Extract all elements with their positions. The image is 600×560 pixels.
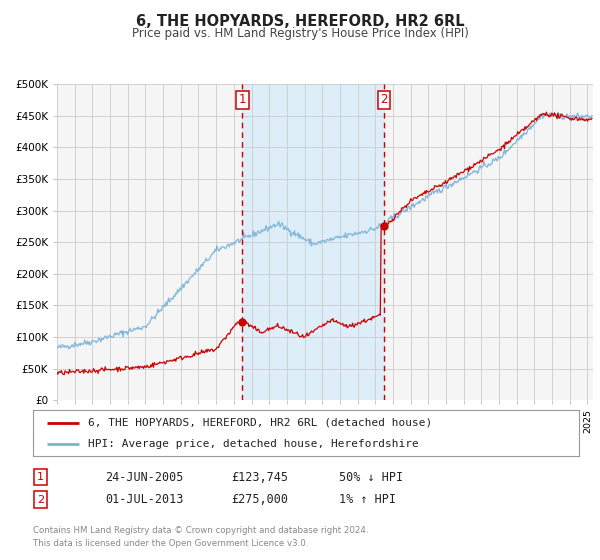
Text: This data is licensed under the Open Government Licence v3.0.: This data is licensed under the Open Gov… xyxy=(33,539,308,548)
Text: 50% ↓ HPI: 50% ↓ HPI xyxy=(339,470,403,484)
Text: 01-JUL-2013: 01-JUL-2013 xyxy=(105,493,184,506)
Bar xyxy=(242,84,384,400)
Text: Contains HM Land Registry data © Crown copyright and database right 2024.: Contains HM Land Registry data © Crown c… xyxy=(33,526,368,535)
Text: 24-JUN-2005: 24-JUN-2005 xyxy=(105,470,184,484)
Text: 6, THE HOPYARDS, HEREFORD, HR2 6RL: 6, THE HOPYARDS, HEREFORD, HR2 6RL xyxy=(136,14,464,29)
Text: £123,745: £123,745 xyxy=(231,470,288,484)
Text: 2: 2 xyxy=(37,494,44,505)
Text: 2: 2 xyxy=(380,94,388,106)
Text: HPI: Average price, detached house, Herefordshire: HPI: Average price, detached house, Here… xyxy=(88,439,418,449)
Text: 1% ↑ HPI: 1% ↑ HPI xyxy=(339,493,396,506)
Text: £275,000: £275,000 xyxy=(231,493,288,506)
Text: Price paid vs. HM Land Registry's House Price Index (HPI): Price paid vs. HM Land Registry's House … xyxy=(131,27,469,40)
Text: 1: 1 xyxy=(37,472,44,482)
Text: 1: 1 xyxy=(239,94,246,106)
Text: 6, THE HOPYARDS, HEREFORD, HR2 6RL (detached house): 6, THE HOPYARDS, HEREFORD, HR2 6RL (deta… xyxy=(88,418,432,428)
